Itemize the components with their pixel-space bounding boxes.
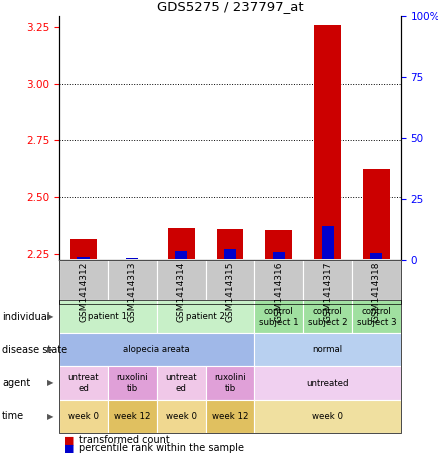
Text: control
subject 2: control subject 2 — [308, 307, 347, 327]
Text: untreated: untreated — [306, 379, 349, 387]
Text: ▶: ▶ — [47, 412, 53, 420]
Text: time: time — [2, 411, 25, 421]
Text: GSM1414318: GSM1414318 — [372, 261, 381, 322]
Text: ▶: ▶ — [47, 379, 53, 387]
Text: GSM1414317: GSM1414317 — [323, 261, 332, 322]
Text: untreat
ed: untreat ed — [68, 373, 99, 393]
Text: individual: individual — [2, 312, 49, 322]
Bar — [70, 239, 97, 259]
Bar — [78, 257, 90, 259]
Bar — [175, 251, 187, 259]
Text: week 0: week 0 — [166, 412, 197, 420]
Text: percentile rank within the sample: percentile rank within the sample — [79, 443, 244, 453]
Text: agent: agent — [2, 378, 30, 388]
Bar — [126, 258, 138, 259]
Bar — [224, 250, 236, 259]
Bar — [265, 230, 292, 259]
Text: control
subject 3: control subject 3 — [357, 307, 396, 327]
Title: GDS5275 / 237797_at: GDS5275 / 237797_at — [157, 0, 303, 13]
Bar — [314, 25, 341, 259]
Text: ■: ■ — [64, 435, 74, 445]
Text: week 12: week 12 — [114, 412, 151, 420]
Text: transformed count: transformed count — [79, 435, 170, 445]
Text: disease state: disease state — [2, 345, 67, 355]
Bar — [168, 227, 194, 259]
Bar — [216, 229, 244, 259]
Text: GSM1414315: GSM1414315 — [226, 261, 234, 322]
Text: ruxolini
tib: ruxolini tib — [214, 373, 246, 393]
Text: patient 2: patient 2 — [186, 313, 225, 321]
Text: ▶: ▶ — [47, 346, 53, 354]
Bar — [273, 252, 285, 259]
Text: untreat
ed: untreat ed — [165, 373, 197, 393]
Text: week 12: week 12 — [212, 412, 248, 420]
Text: control
subject 1: control subject 1 — [259, 307, 299, 327]
Bar — [370, 253, 382, 259]
Text: GSM1414313: GSM1414313 — [128, 261, 137, 322]
Bar — [321, 226, 334, 259]
Text: GSM1414316: GSM1414316 — [274, 261, 283, 322]
Text: ruxolini
tib: ruxolini tib — [117, 373, 148, 393]
Text: week 0: week 0 — [312, 412, 343, 420]
Text: ▶: ▶ — [47, 313, 53, 321]
Bar — [363, 169, 390, 259]
Text: patient 1: patient 1 — [88, 313, 127, 321]
Text: ■: ■ — [64, 443, 74, 453]
Text: week 0: week 0 — [68, 412, 99, 420]
Text: GSM1414314: GSM1414314 — [177, 261, 186, 322]
Text: alopecia areata: alopecia areata — [124, 346, 190, 354]
Text: normal: normal — [312, 346, 343, 354]
Text: GSM1414312: GSM1414312 — [79, 261, 88, 322]
